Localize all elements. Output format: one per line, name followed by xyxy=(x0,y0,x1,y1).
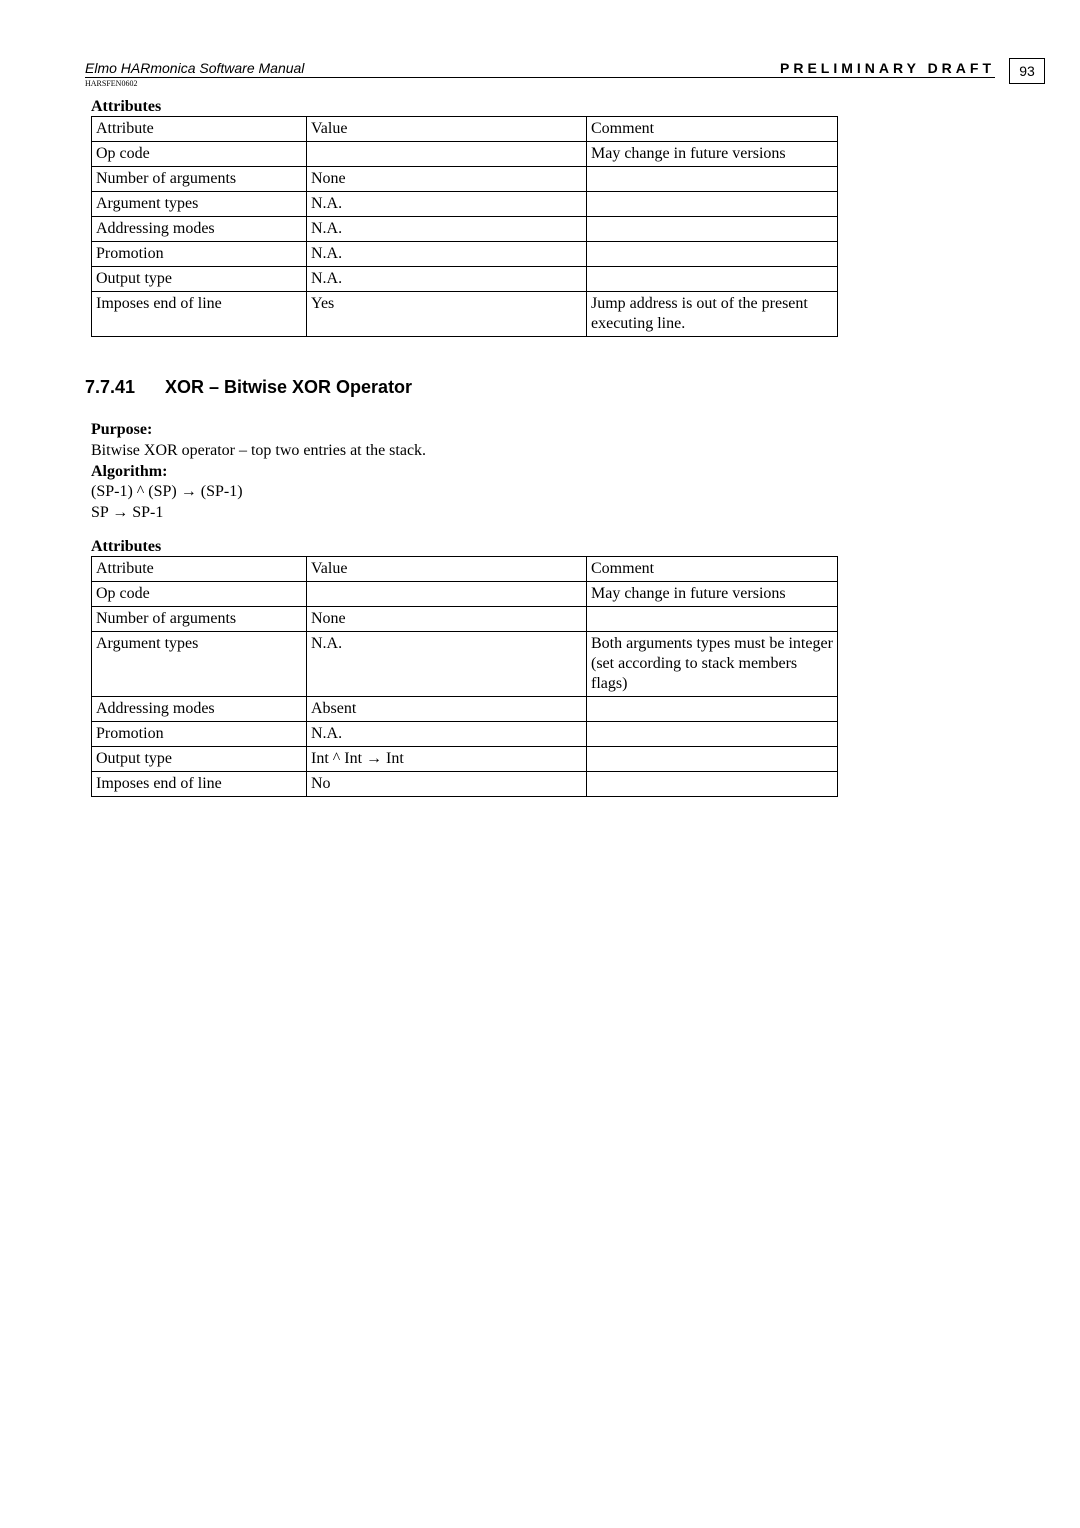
table-row: Op code May change in future versions xyxy=(92,581,838,606)
cell-attribute: Promotion xyxy=(92,721,307,746)
purpose-label: Purpose: xyxy=(91,420,995,441)
cell-comment xyxy=(587,267,838,292)
cell-attribute: Op code xyxy=(92,142,307,167)
cell-comment: Comment xyxy=(587,556,838,581)
table-row: Output type N.A. xyxy=(92,267,838,292)
cell-attribute: Op code xyxy=(92,581,307,606)
algorithm-label: Algorithm: xyxy=(91,462,995,483)
cell-value xyxy=(307,581,587,606)
purpose-block: Purpose: Bitwise XOR operator – top two … xyxy=(91,420,995,462)
section-heading: 7.7.41 XOR – Bitwise XOR Operator xyxy=(85,377,995,398)
table-row: Output type Int ^ Int → Int xyxy=(92,746,838,771)
table-row: Number of arguments None xyxy=(92,606,838,631)
table-row: Argument types N.A. Both arguments types… xyxy=(92,631,838,696)
algorithm-block: Algorithm: (SP-1) ^ (SP) → (SP-1) SP → S… xyxy=(91,462,995,524)
cell-value: N.A. xyxy=(307,267,587,292)
cell-attribute: Argument types xyxy=(92,192,307,217)
cell-value: N.A. xyxy=(307,192,587,217)
section-title: XOR – Bitwise XOR Operator xyxy=(165,377,412,398)
cell-comment xyxy=(587,771,838,796)
section-number: 7.7.41 xyxy=(85,377,165,398)
table-row: Imposes end of line No xyxy=(92,771,838,796)
cell-value: N.A. xyxy=(307,631,587,696)
cell-value: Int ^ Int → Int xyxy=(307,746,587,771)
cell-attribute: Output type xyxy=(92,267,307,292)
cell-value: None xyxy=(307,167,587,192)
table-row: Argument types N.A. xyxy=(92,192,838,217)
cell-value: None xyxy=(307,606,587,631)
cell-comment: Both arguments types must be integer (se… xyxy=(587,631,838,696)
table-row: Imposes end of line Yes Jump address is … xyxy=(92,292,838,337)
page-number: 93 xyxy=(1009,58,1045,84)
doc-code: HARSFEN0602 xyxy=(85,79,995,88)
cell-attribute: Number of arguments xyxy=(92,606,307,631)
cell-value: Yes xyxy=(307,292,587,337)
purpose-text: Bitwise XOR operator – top two entries a… xyxy=(91,441,995,462)
header-left: Elmo HARmonica Software Manual xyxy=(85,60,304,76)
cell-comment xyxy=(587,242,838,267)
cell-comment xyxy=(587,217,838,242)
header-right: PRELIMINARY DRAFT xyxy=(780,60,995,76)
cell-attribute: Promotion xyxy=(92,242,307,267)
cell-value: No xyxy=(307,771,587,796)
table-row: Number of arguments None xyxy=(92,167,838,192)
cell-attribute: Attribute xyxy=(92,556,307,581)
table1-title: Attributes xyxy=(91,98,995,116)
algorithm-line: SP → SP-1 xyxy=(91,503,995,524)
cell-attribute: Output type xyxy=(92,746,307,771)
table-row: Addressing modes Absent xyxy=(92,696,838,721)
cell-attribute: Imposes end of line xyxy=(92,771,307,796)
table-row: Promotion N.A. xyxy=(92,721,838,746)
table-row: Attribute Value Comment xyxy=(92,556,838,581)
table2-title: Attributes xyxy=(91,538,995,556)
attributes-table-2: Attribute Value Comment Op code May chan… xyxy=(91,556,838,797)
table-row: Op code May change in future versions xyxy=(92,142,838,167)
cell-value: Absent xyxy=(307,696,587,721)
cell-value: N.A. xyxy=(307,721,587,746)
cell-comment: May change in future versions xyxy=(587,142,838,167)
cell-comment xyxy=(587,696,838,721)
attributes-table-1: Attribute Value Comment Op code May chan… xyxy=(91,116,838,337)
cell-value: Value xyxy=(307,117,587,142)
table-row: Attribute Value Comment xyxy=(92,117,838,142)
cell-comment xyxy=(587,746,838,771)
cell-comment xyxy=(587,167,838,192)
cell-value: N.A. xyxy=(307,217,587,242)
cell-attribute: Number of arguments xyxy=(92,167,307,192)
page-header: Elmo HARmonica Software Manual PRELIMINA… xyxy=(85,60,995,78)
table-row: Promotion N.A. xyxy=(92,242,838,267)
cell-comment: Comment xyxy=(587,117,838,142)
cell-comment xyxy=(587,606,838,631)
cell-comment xyxy=(587,721,838,746)
table-row: Addressing modes N.A. xyxy=(92,217,838,242)
cell-value xyxy=(307,142,587,167)
cell-attribute: Addressing modes xyxy=(92,217,307,242)
cell-attribute: Attribute xyxy=(92,117,307,142)
cell-comment: Jump address is out of the present execu… xyxy=(587,292,838,337)
algorithm-line: (SP-1) ^ (SP) → (SP-1) xyxy=(91,482,995,503)
cell-value: N.A. xyxy=(307,242,587,267)
cell-value: Value xyxy=(307,556,587,581)
cell-comment: May change in future versions xyxy=(587,581,838,606)
cell-attribute: Addressing modes xyxy=(92,696,307,721)
cell-attribute: Argument types xyxy=(92,631,307,696)
cell-attribute: Imposes end of line xyxy=(92,292,307,337)
cell-comment xyxy=(587,192,838,217)
